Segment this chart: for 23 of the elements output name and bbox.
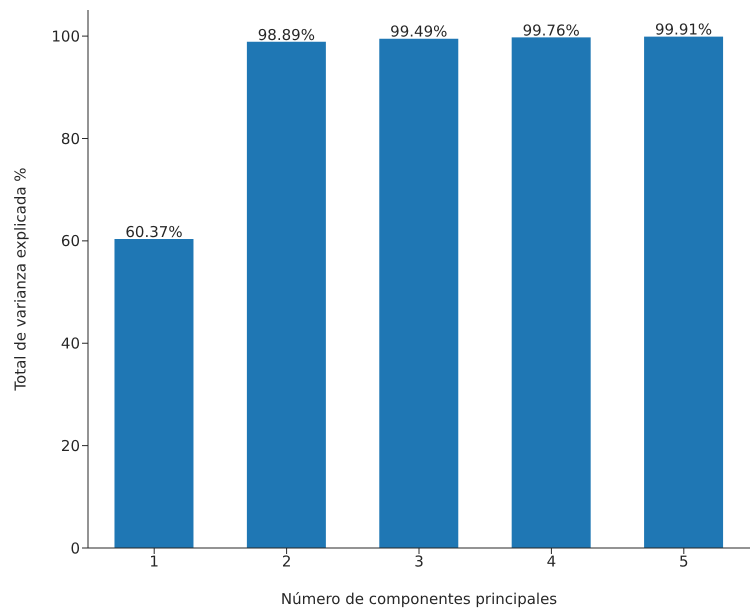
y-axis-title: Total de varianza explicada %	[11, 167, 30, 392]
y-tick-label: 60	[60, 232, 80, 250]
y-tick-label: 40	[60, 334, 80, 353]
data-label: 60.37%	[125, 222, 183, 241]
data-label: 99.49%	[390, 22, 448, 41]
bar	[114, 238, 194, 548]
x-axis-title: Número de componentes principales	[280, 590, 558, 608]
data-label: 98.89%	[258, 26, 315, 44]
x-tick-label: 5	[679, 552, 689, 571]
data-label: 99.76%	[522, 21, 580, 40]
bar	[644, 36, 724, 548]
y-tick-label: 80	[60, 130, 80, 148]
data-label: 99.91%	[654, 20, 712, 39]
y-tick-label: 20	[60, 436, 80, 455]
x-tick-label: 4	[546, 552, 556, 571]
y-tick-label: 0	[70, 539, 80, 558]
x-tick-label: 2	[282, 552, 292, 571]
bar	[512, 37, 591, 548]
bar	[379, 38, 458, 548]
bar	[246, 42, 326, 548]
y-tick-label: 100	[51, 27, 80, 46]
x-tick-label: 3	[414, 552, 424, 571]
x-tick-label: 1	[149, 552, 159, 571]
